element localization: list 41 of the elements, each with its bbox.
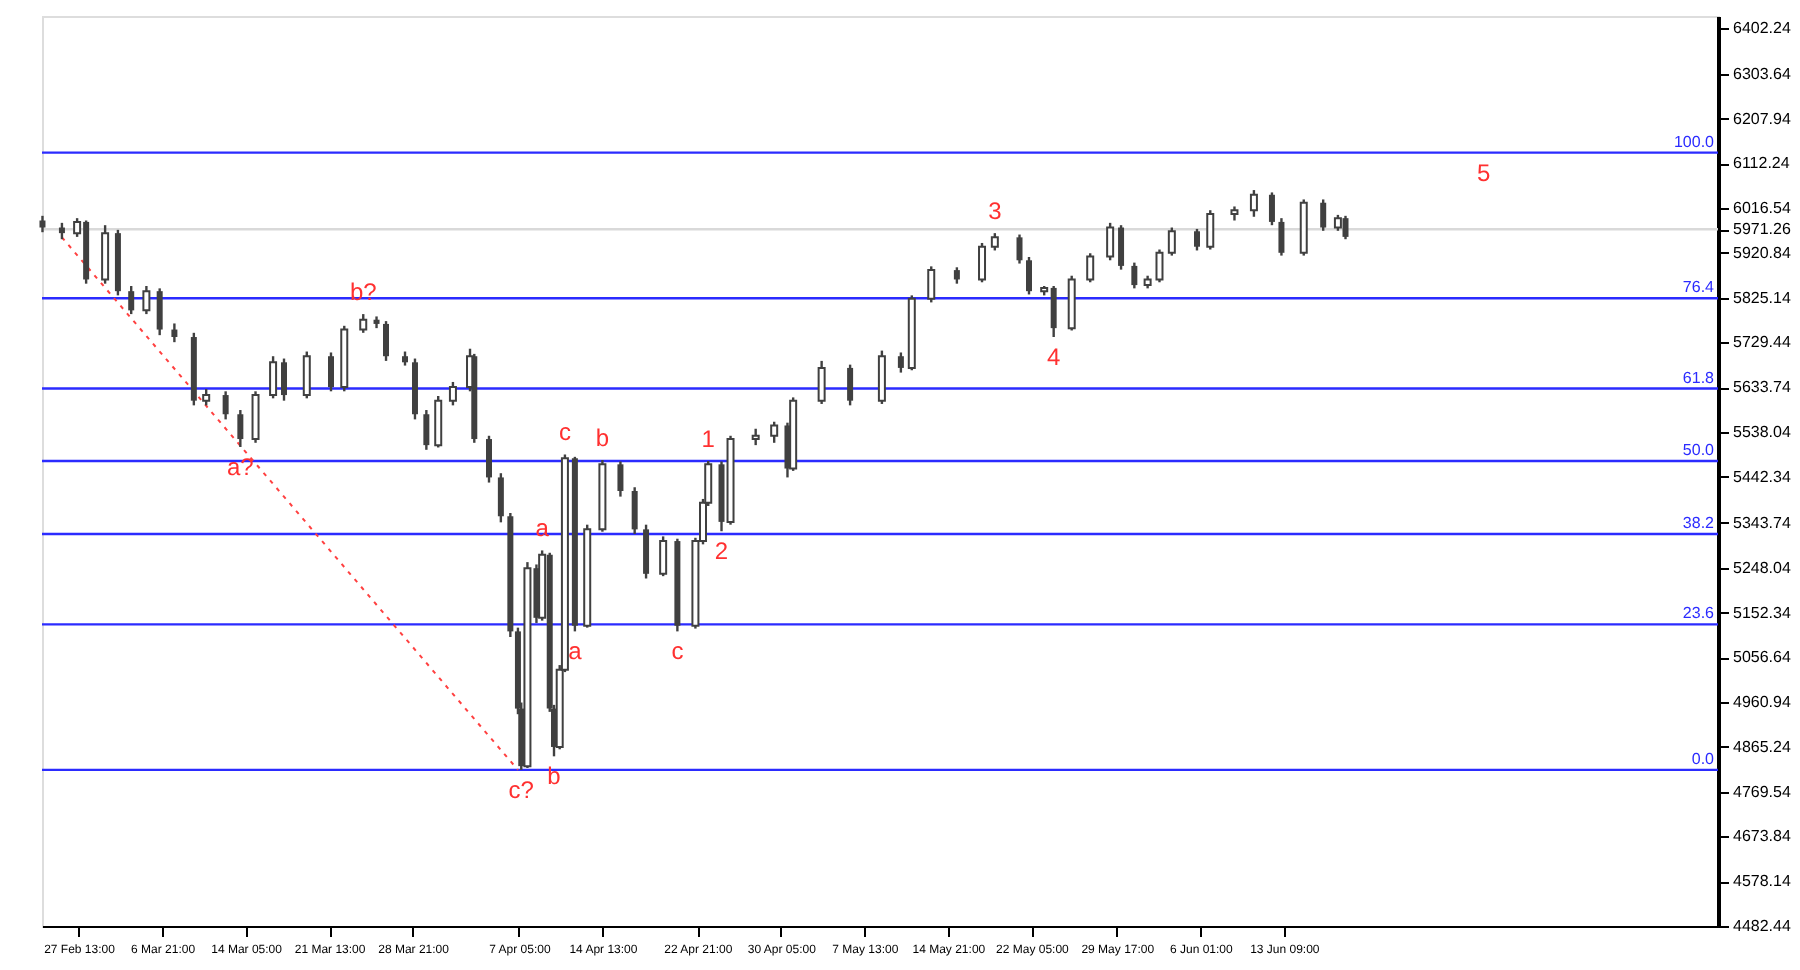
annotation: 3 <box>988 197 1003 226</box>
annotation: 2 <box>714 537 729 566</box>
y-tick-label: 5343.74 <box>1733 513 1792 532</box>
annotation: a <box>568 637 583 666</box>
annotation: b <box>595 424 610 453</box>
annotation: 4 <box>1046 343 1061 372</box>
y-tick-label: 5442.34 <box>1733 467 1792 486</box>
y-tick-label: 5248.04 <box>1733 558 1792 577</box>
y-tick-label: 5056.64 <box>1733 648 1792 667</box>
y-tick-label: 5538.04 <box>1733 423 1792 442</box>
y-tick-label: 5633.74 <box>1733 378 1792 397</box>
annotation: 1 <box>701 425 716 454</box>
y-tick-label: 5825.14 <box>1733 288 1792 307</box>
annotation: 5 <box>1476 158 1491 187</box>
annotation: 38.2 <box>1682 514 1716 533</box>
y-tick-label: 4578.14 <box>1733 872 1792 891</box>
y-tick-label: 5971.26 <box>1733 220 1792 239</box>
y-tick-label: 6207.94 <box>1733 109 1792 128</box>
annotation: 100.0 <box>1673 132 1716 151</box>
y-tick-label: 4673.84 <box>1733 827 1792 846</box>
y-tick-label: 4960.94 <box>1733 693 1792 712</box>
y-tick-label: 5729.44 <box>1733 333 1792 352</box>
annotation: 50.0 <box>1682 441 1716 460</box>
y-tick-label: 5152.34 <box>1733 603 1792 622</box>
y-tick-label: 6402.24 <box>1733 18 1792 37</box>
annotation: 61.8 <box>1682 368 1716 387</box>
annotation: a? <box>226 453 255 481</box>
y-tick-label: 4769.54 <box>1733 782 1792 801</box>
y-tick-label: 4865.24 <box>1733 737 1792 756</box>
annotation: c? <box>508 775 535 804</box>
y-tick-label: 6112.24 <box>1733 154 1791 173</box>
annotation: 76.4 <box>1682 278 1716 297</box>
y-tick-label: 6016.54 <box>1733 199 1792 218</box>
annotation: 0.0 <box>1691 749 1716 768</box>
annotation: 23.6 <box>1682 604 1716 623</box>
y-tick-label: 5920.84 <box>1733 243 1792 262</box>
annotation: c <box>671 637 684 666</box>
annotation: b <box>547 762 562 791</box>
annotation: c <box>558 418 571 447</box>
y-tick-label: 4482.44 <box>1733 917 1792 935</box>
y-tick-label: 6303.64 <box>1733 64 1792 83</box>
